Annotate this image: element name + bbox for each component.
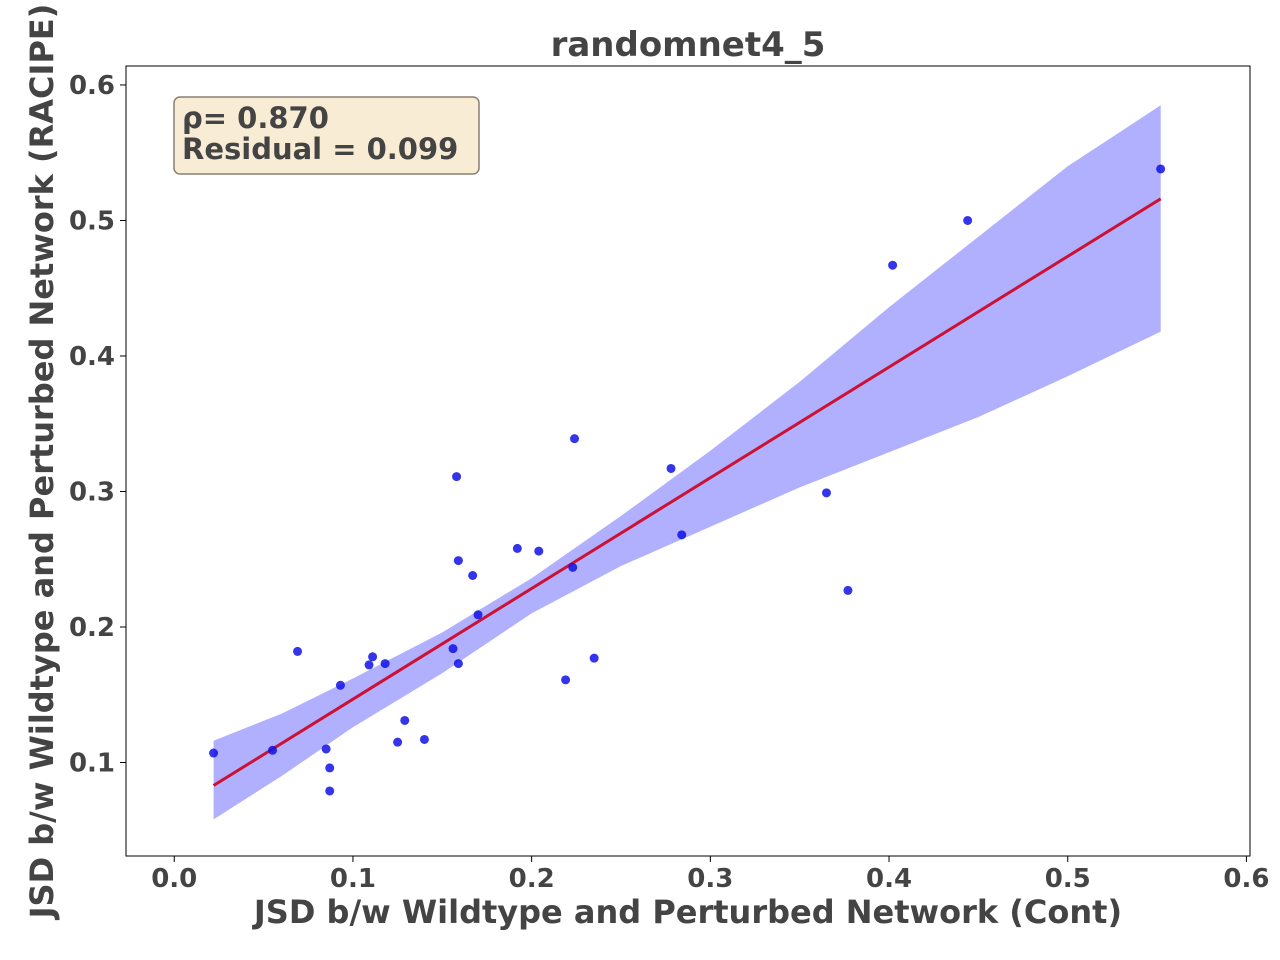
data-point-31	[1156, 164, 1166, 174]
data-point-7	[364, 660, 374, 670]
data-point-9	[380, 659, 390, 669]
stats-box: ρ= 0.870 Residual = 0.099	[173, 96, 480, 175]
y-axis: 0.1 0.2 0.3 0.4 0.5 0.6	[69, 71, 126, 779]
data-point-28	[843, 585, 853, 595]
x-tick-label: 0.4	[866, 864, 912, 894]
y-tick-label: 0.4	[69, 342, 115, 372]
x-tick-label: 0.0	[151, 864, 197, 894]
regression-line	[212, 197, 1162, 787]
plot-area	[125, 65, 1251, 857]
data-point-11	[400, 715, 410, 725]
data-point-4	[325, 763, 335, 773]
data-point-25	[666, 463, 676, 473]
data-point-1	[268, 745, 278, 755]
data-point-29	[888, 260, 898, 270]
y-axis-label: JSD b/w Wildtype and Perturbed Network (…	[23, 4, 61, 921]
data-point-12	[419, 734, 429, 744]
confidence-band	[213, 105, 1161, 820]
data-point-6	[335, 680, 345, 690]
data-point-10	[393, 737, 403, 747]
data-point-30	[963, 215, 973, 225]
plot-frame	[125, 65, 1251, 857]
x-axis-label: JSD b/w Wildtype and Perturbed Network (…	[252, 893, 1122, 931]
residual-text: Residual = 0.099	[182, 132, 458, 166]
data-point-15	[453, 556, 463, 566]
x-axis: 0.0 0.1 0.2 0.3 0.4 0.5 0.6	[151, 856, 1269, 894]
y-tick-label: 0.2	[69, 613, 115, 643]
data-point-14	[452, 472, 462, 482]
x-tick-label: 0.1	[330, 864, 376, 894]
y-tick-label: 0.5	[69, 206, 115, 236]
y-tick-label: 0.3	[69, 477, 115, 507]
data-point-16	[453, 659, 463, 669]
chart-title: randomnet4_5	[551, 25, 826, 65]
data-point-26	[677, 530, 687, 540]
stats-box-background	[173, 96, 480, 175]
data-point-21	[561, 675, 571, 685]
x-tick-label: 0.5	[1045, 864, 1091, 894]
data-point-8	[368, 652, 378, 662]
data-point-18	[473, 610, 483, 620]
y-tick-label: 0.1	[69, 749, 115, 779]
data-point-27	[821, 488, 831, 498]
data-point-20	[534, 546, 544, 556]
x-tick-label: 0.2	[509, 864, 555, 894]
y-tick-label: 0.6	[69, 71, 115, 101]
data-point-17	[468, 571, 478, 581]
x-tick-label: 0.3	[687, 864, 733, 894]
data-point-13	[448, 644, 458, 654]
x-tick-label: 0.6	[1223, 864, 1269, 894]
scatter-points	[209, 164, 1166, 796]
data-point-22	[568, 562, 578, 572]
data-point-3	[321, 744, 331, 754]
data-point-23	[570, 434, 580, 444]
data-point-24	[589, 653, 599, 663]
rho-text: ρ= 0.870	[182, 101, 329, 135]
data-point-5	[325, 786, 335, 796]
data-point-19	[512, 543, 522, 553]
data-point-0	[209, 748, 219, 758]
data-point-2	[293, 646, 303, 656]
